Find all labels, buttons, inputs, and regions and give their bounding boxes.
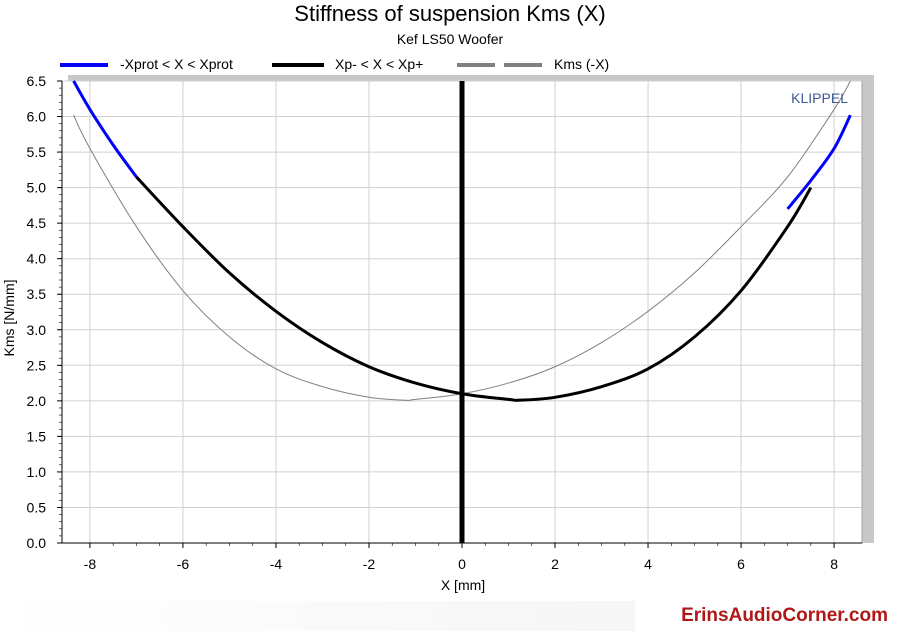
legend-item-xp: Xp- < X < Xp+ [272, 55, 452, 75]
x-tick-label: 8 [830, 556, 838, 572]
legend-label-xp: Xp- < X < Xp+ [335, 56, 424, 72]
chart-svg: 0.0 0.5 1.0 1.5 2.0 2.5 3.0 3.5 4.0 4.5 5.0 5.5 6.0 6… [27, 73, 874, 572]
y-tick-label: 0.5 [27, 499, 47, 515]
series-xp [135, 175, 813, 402]
y-tick-label: 5.5 [27, 144, 47, 160]
y-tick-label: 3.5 [27, 286, 47, 302]
series-kms-neg [73, 80, 851, 401]
legend-swatch-gray-1 [457, 63, 495, 67]
y-tick-label: 4.0 [27, 251, 47, 267]
series-xprot-right [786, 114, 852, 210]
legend-item-kms-neg: Kms (-X) [457, 55, 627, 75]
series-xprot-left [72, 80, 138, 178]
chart-title: Stiffness of suspension Kms (X) [294, 1, 606, 26]
x-axis-label: X [mm] [440, 577, 486, 593]
x-tick-label: -4 [270, 556, 283, 572]
y-tick-label: 2.0 [27, 393, 47, 409]
x-tick-label: 6 [737, 556, 745, 572]
y-tick-label: 4.5 [27, 215, 47, 231]
chart-subtitle: Kef LS50 Woofer [396, 31, 504, 47]
x-tick-label: -8 [84, 556, 97, 572]
y-tick-label: 6.0 [27, 109, 47, 125]
x-tick-label: 2 [551, 556, 559, 572]
y-tick-label: 1.0 [27, 464, 47, 480]
x-tick-label: 0 [458, 556, 466, 572]
y-tick-label: 5.0 [27, 180, 47, 196]
y-tick-label: 2.5 [27, 357, 47, 373]
y-tick-label: 6.5 [27, 73, 47, 89]
x-tick-label: -2 [363, 556, 376, 572]
y-tick-label: 0.0 [27, 535, 47, 551]
y-axis-label: Kms [N/mm] [1, 279, 17, 357]
y-tick-label: 3.0 [27, 322, 47, 338]
legend-label-xprot: -Xprot < X < Xprot [120, 56, 233, 72]
legend-item-xprot: -Xprot < X < Xprot [60, 55, 260, 75]
legend-swatch-blue [60, 63, 108, 67]
y-tick-label: 1.5 [27, 428, 47, 444]
legend-swatch-black [272, 63, 324, 67]
x-tick-label: 4 [644, 556, 652, 572]
klippel-annotation: KLIPPEL [791, 90, 848, 106]
footer-brand-area [635, 601, 900, 631]
x-tick-label: -6 [177, 556, 190, 572]
legend-label-kms-neg: Kms (-X) [554, 56, 610, 72]
watermark-text: ErinsAudioCorner.com [681, 605, 888, 626]
legend-swatch-gray-2 [504, 63, 542, 67]
